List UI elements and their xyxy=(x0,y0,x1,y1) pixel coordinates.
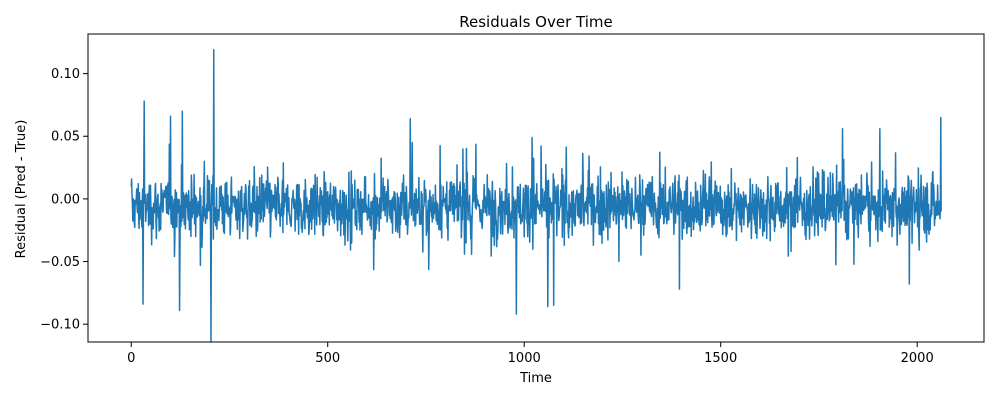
x-axis-title: Time xyxy=(519,371,552,386)
y-tick-label: 0.00 xyxy=(51,192,80,207)
x-tick-label: 1000 xyxy=(508,351,541,366)
residual-series-line xyxy=(130,49,942,343)
x-tick-label: 500 xyxy=(315,351,340,366)
y-tick-label: −0.05 xyxy=(40,255,80,270)
x-tick-label: 0 xyxy=(127,351,135,366)
plot-area xyxy=(130,49,942,343)
x-tick-label: 2000 xyxy=(901,351,934,366)
chart-title: Residuals Over Time xyxy=(459,13,613,31)
y-tick-label: −0.10 xyxy=(40,318,80,333)
y-axis: −0.10 −0.05 0.00 0.05 0.10 xyxy=(40,67,88,333)
y-axis-title: Residual (Pred - True) xyxy=(14,120,29,259)
y-tick-label: 0.10 xyxy=(51,67,80,82)
x-axis: 0 500 1000 1500 2000 xyxy=(127,342,934,366)
axes-frame xyxy=(87,33,985,343)
x-tick-label: 1500 xyxy=(704,351,737,366)
y-tick-label: 0.05 xyxy=(51,130,80,145)
